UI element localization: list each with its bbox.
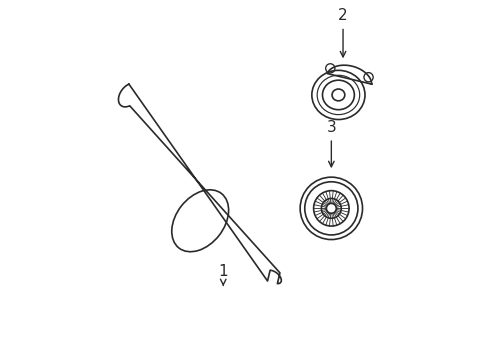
Text: 1: 1 xyxy=(218,264,227,279)
Text: 2: 2 xyxy=(338,8,347,23)
Text: 3: 3 xyxy=(326,120,336,135)
